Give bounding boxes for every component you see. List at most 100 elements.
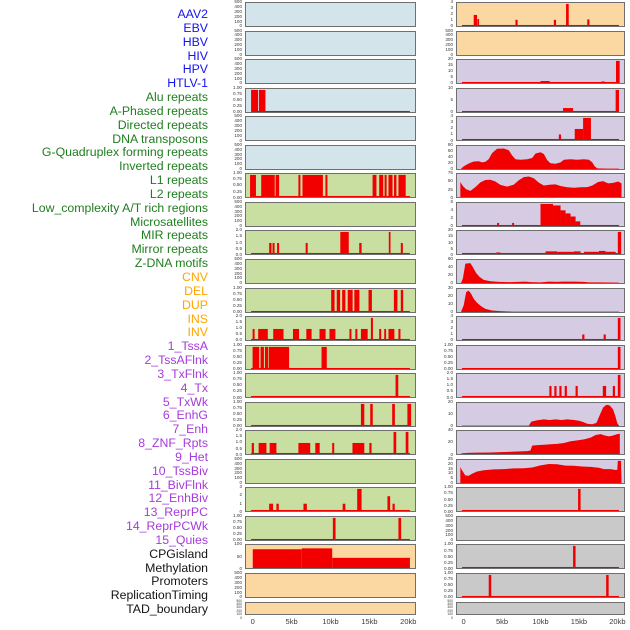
track-label-3_TxFlnk: 3_TxFlnk (157, 366, 208, 381)
baseline-bar (251, 310, 410, 312)
y-tick-label: 300 (234, 265, 242, 271)
y-ticks-ReplicationTiming: 1.00 0.75 0.50 0.25 0.00 (427, 570, 453, 600)
y-tick-label: 0.75 (233, 404, 242, 410)
track-data-plot (460, 176, 622, 198)
y-tick-label: 0.50 (233, 296, 242, 302)
y-ticks-Directed-repeats: 2.0 1.5 1.0 0.5 0.0 (216, 228, 242, 257)
data-bar (553, 19, 557, 26)
y-ticks-Low_complexity-A-T-rich-regions: 1.00 0.75 0.50 0.25 0.00 (216, 399, 242, 429)
y-tick-label: 0.00 (233, 394, 242, 400)
y-tick-label: 6 (450, 198, 453, 204)
data-bar (394, 175, 397, 198)
data-bar (275, 175, 280, 198)
y-tick-label: 400 (234, 203, 242, 209)
y-tick-label: 0.0 (235, 337, 242, 343)
y-tick-label: 2 (450, 215, 453, 221)
data-bar (578, 489, 581, 512)
track-panel-DEL (245, 573, 416, 598)
track-label-9_Het: 9_Het (175, 449, 208, 464)
y-tick-label: 0.75 (233, 376, 242, 382)
track-data-plot (246, 460, 415, 483)
data-bar (554, 386, 557, 398)
baseline-bar (251, 367, 410, 369)
track-data-plot (246, 117, 415, 140)
y-tick-label: 400 (234, 118, 242, 124)
data-bar (557, 252, 574, 255)
y-tick-label: 0 (451, 615, 453, 620)
track-data-plot (246, 3, 415, 26)
y-tick-label: 0.75 (444, 547, 453, 553)
y-tick-label: 0 (450, 137, 453, 143)
y-tick-label: 200 (234, 213, 242, 219)
y-tick-label: 0.50 (233, 525, 242, 531)
data-bar (369, 443, 372, 455)
baseline-bar (251, 510, 410, 512)
y-tick-label: 500 (445, 512, 453, 518)
y-tick-label: 300 (234, 37, 242, 43)
track-panel-DUP (245, 601, 416, 616)
data-bar (392, 504, 395, 512)
y-ticks-G-Quadruplex-forming-repeats: 1.00 0.75 0.50 0.25 0.00 (216, 284, 242, 315)
track-label-CPGisland: CPGisland (149, 546, 208, 561)
y-tick-label: 200 (234, 127, 242, 133)
track-data-plot (462, 375, 621, 398)
y-tick-label: 200 (234, 270, 242, 276)
data-bar (384, 329, 387, 341)
track-panel-L2-repeats (245, 373, 416, 399)
y-tick-label: 2.0 (235, 227, 242, 233)
y-tick-label: 0 (450, 480, 453, 486)
data-bar (329, 329, 336, 341)
y-tick-label: 1.00 (444, 484, 453, 490)
data-bar (298, 175, 301, 198)
data-bar (359, 243, 362, 255)
track-data-plot (462, 546, 619, 569)
y-ticks-DNA-transposons: 500 400 300 200 100 0 (216, 256, 242, 286)
track-panel-L1-repeats (245, 344, 416, 370)
track-label-2_TssAFlnk: 2_TssAFlnk (144, 353, 208, 368)
y-tick-label: 1.0 (235, 239, 242, 245)
y-ticks-Z-DNA-motifs: 1.00 0.75 0.50 0.25 0.00 (216, 513, 242, 543)
y-tick-label: 0.50 (233, 182, 242, 188)
data-bar (332, 443, 335, 455)
y-ticks-5_TxWk: 75 50 25 0 (427, 171, 453, 200)
y-tick-label: 0.25 (233, 102, 242, 108)
y-ticks-8_ZNF_Rpts: 60 40 20 0 (427, 256, 453, 286)
data-area (461, 290, 619, 312)
track-panel-A-Phased-repeats (245, 201, 416, 227)
y-tick-label: 0.75 (233, 90, 242, 96)
y-tick-label: 1.00 (233, 84, 242, 90)
track-data-plot (246, 203, 415, 226)
y-tick-label: 2 (239, 492, 242, 498)
y-tick-label: 100 (234, 541, 242, 547)
track-panel-10_TssBiv (456, 316, 625, 342)
y-tick-label: 500 (234, 0, 242, 4)
y-tick-label: 0 (239, 137, 242, 143)
data-bar (342, 504, 346, 512)
y-tick-label: 1.00 (233, 284, 242, 290)
y-tick-label: 1.0 (446, 382, 453, 388)
y-tick-label: 0 (450, 109, 453, 115)
y-tick-label: 5 (450, 96, 453, 102)
data-bar (540, 81, 550, 84)
y-tick-label: 0.75 (233, 347, 242, 353)
y-ticks-MIR-repeats: 500 400 300 200 100 0 (216, 456, 242, 486)
y-ticks-1_TssA: 20 15 10 5 0 (427, 56, 453, 86)
y-tick-label: 0 (240, 615, 242, 620)
x-axis-tick-label: 20kb (400, 617, 417, 626)
y-tick-label: 0.00 (444, 594, 453, 600)
y-tick-label: 1.00 (444, 570, 453, 575)
y-tick-label: 1.5 (446, 376, 453, 382)
y-tick-label: 0 (239, 80, 242, 86)
y-tick-label: 2.0 (446, 370, 453, 376)
track-label-5_TxWk: 5_TxWk (162, 394, 208, 409)
data-bar (269, 243, 272, 255)
y-ticks-DUP: 500 400 300 200 100 0 (216, 599, 242, 620)
y-tick-label: 0 (450, 223, 453, 229)
y-tick-label: 1 (450, 17, 453, 23)
y-tick-label: 0.75 (233, 176, 242, 182)
data-bar (252, 346, 260, 369)
y-tick-label: 300 (234, 122, 242, 128)
y-tick-label: 0 (450, 51, 453, 57)
track-data-plot (252, 548, 410, 569)
x-axis-tick-label: 0 (461, 617, 466, 626)
